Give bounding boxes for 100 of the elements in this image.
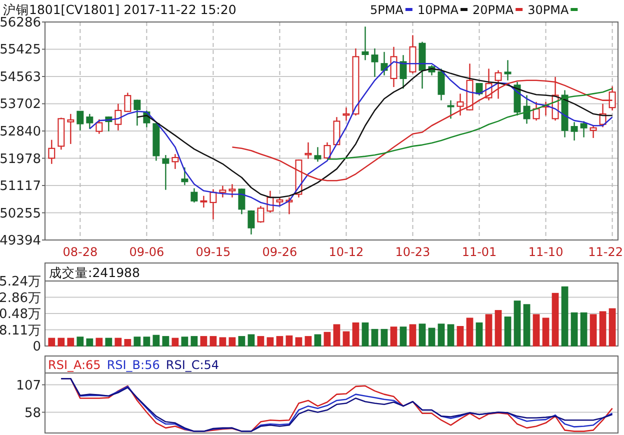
y-tick-label: 107 [16,378,41,394]
candlestick [200,195,208,208]
series-label: RSI_B:56 [106,358,160,372]
bar [409,324,416,346]
bar [134,336,141,346]
candlestick [333,116,340,146]
chart-title: 沪铜1801[CV1801] 2017-11-22 15:20 [3,2,236,17]
bar [514,300,521,346]
bar [380,328,388,346]
y-tick-label: 56286 [0,16,41,30]
bar [295,337,302,346]
y-tick-label: 51978 [0,152,41,167]
bar [76,336,84,346]
candlestick [210,188,217,220]
candlestick [48,139,56,164]
candlestick [181,166,188,186]
x-tick-label: 10-12 [328,245,364,259]
bar [333,324,340,346]
bar [352,322,360,346]
y-tick-label: 52840 [0,124,41,140]
x-tick-label: 11-22 [588,245,623,259]
y-tick-label: 54563 [0,70,41,85]
candlestick [390,46,398,88]
bar [314,334,322,346]
candlestick [324,142,331,160]
candlestick [570,122,578,142]
bar [342,331,350,346]
bar [86,338,94,346]
candlestick [114,103,122,131]
series-label: RSI_A:65 [48,358,101,372]
candlestick [190,188,198,204]
bar [494,310,502,346]
bar [456,326,464,346]
x-tick-label: 09-06 [129,245,164,259]
bar [362,322,369,346]
text: 0 [32,340,41,354]
bar [172,338,179,346]
bar [67,338,74,346]
text: RSI_C:54 [166,358,220,372]
bar [200,336,208,346]
text: 0.48万 [0,307,41,322]
bar [561,286,568,346]
candlestick [67,113,74,145]
bar [570,312,578,346]
bar [523,304,530,346]
chart-title: 成交量:241988 [49,265,140,280]
bar [124,339,132,346]
bar [210,336,217,346]
x-tick-label: 11-01 [462,245,497,259]
bar [466,318,474,346]
bar [266,337,274,346]
y-tick-label: 58 [24,406,41,421]
legend-label: 5PMA [370,3,404,17]
candlestick [162,154,170,190]
bar [608,308,616,346]
bar [438,324,445,346]
bar [105,338,112,346]
bar [286,335,293,346]
bar [580,312,588,346]
legend-label: 30PMA [528,3,570,17]
y-tick-label: 53702 [0,97,41,112]
text: 8.11万 [0,323,41,338]
bar [219,337,226,346]
candlestick [590,125,597,139]
bar [162,336,170,346]
candlestick [124,92,132,113]
bar [238,336,246,346]
bar [590,314,597,346]
bar [390,326,398,346]
x-tick-label: 09-15 [196,245,231,259]
bar [143,336,150,346]
candlestick [172,153,179,170]
x-tick-label: 08-28 [62,245,98,259]
bar [324,332,331,346]
bar [485,314,492,346]
bar [504,316,512,346]
candlestick [362,26,369,61]
bar [96,338,103,346]
candlestick [380,51,388,76]
bar [476,322,483,346]
bar [48,338,56,346]
candlestick [438,68,445,101]
bar [181,336,188,346]
candlestick [532,101,540,122]
bar [114,338,122,346]
bar [58,338,65,346]
bar [371,328,378,346]
candlestick [580,120,588,138]
legend-label: 10PMA [417,3,460,17]
candlestick [76,110,84,131]
candlestick [447,100,454,120]
bar [190,336,198,346]
candlestick [504,60,512,81]
candlestick [228,184,236,198]
bar [542,318,550,346]
candlestick [96,118,103,134]
bar [428,328,436,346]
bar [276,336,284,346]
bar [447,324,454,346]
candlestick [238,188,246,215]
